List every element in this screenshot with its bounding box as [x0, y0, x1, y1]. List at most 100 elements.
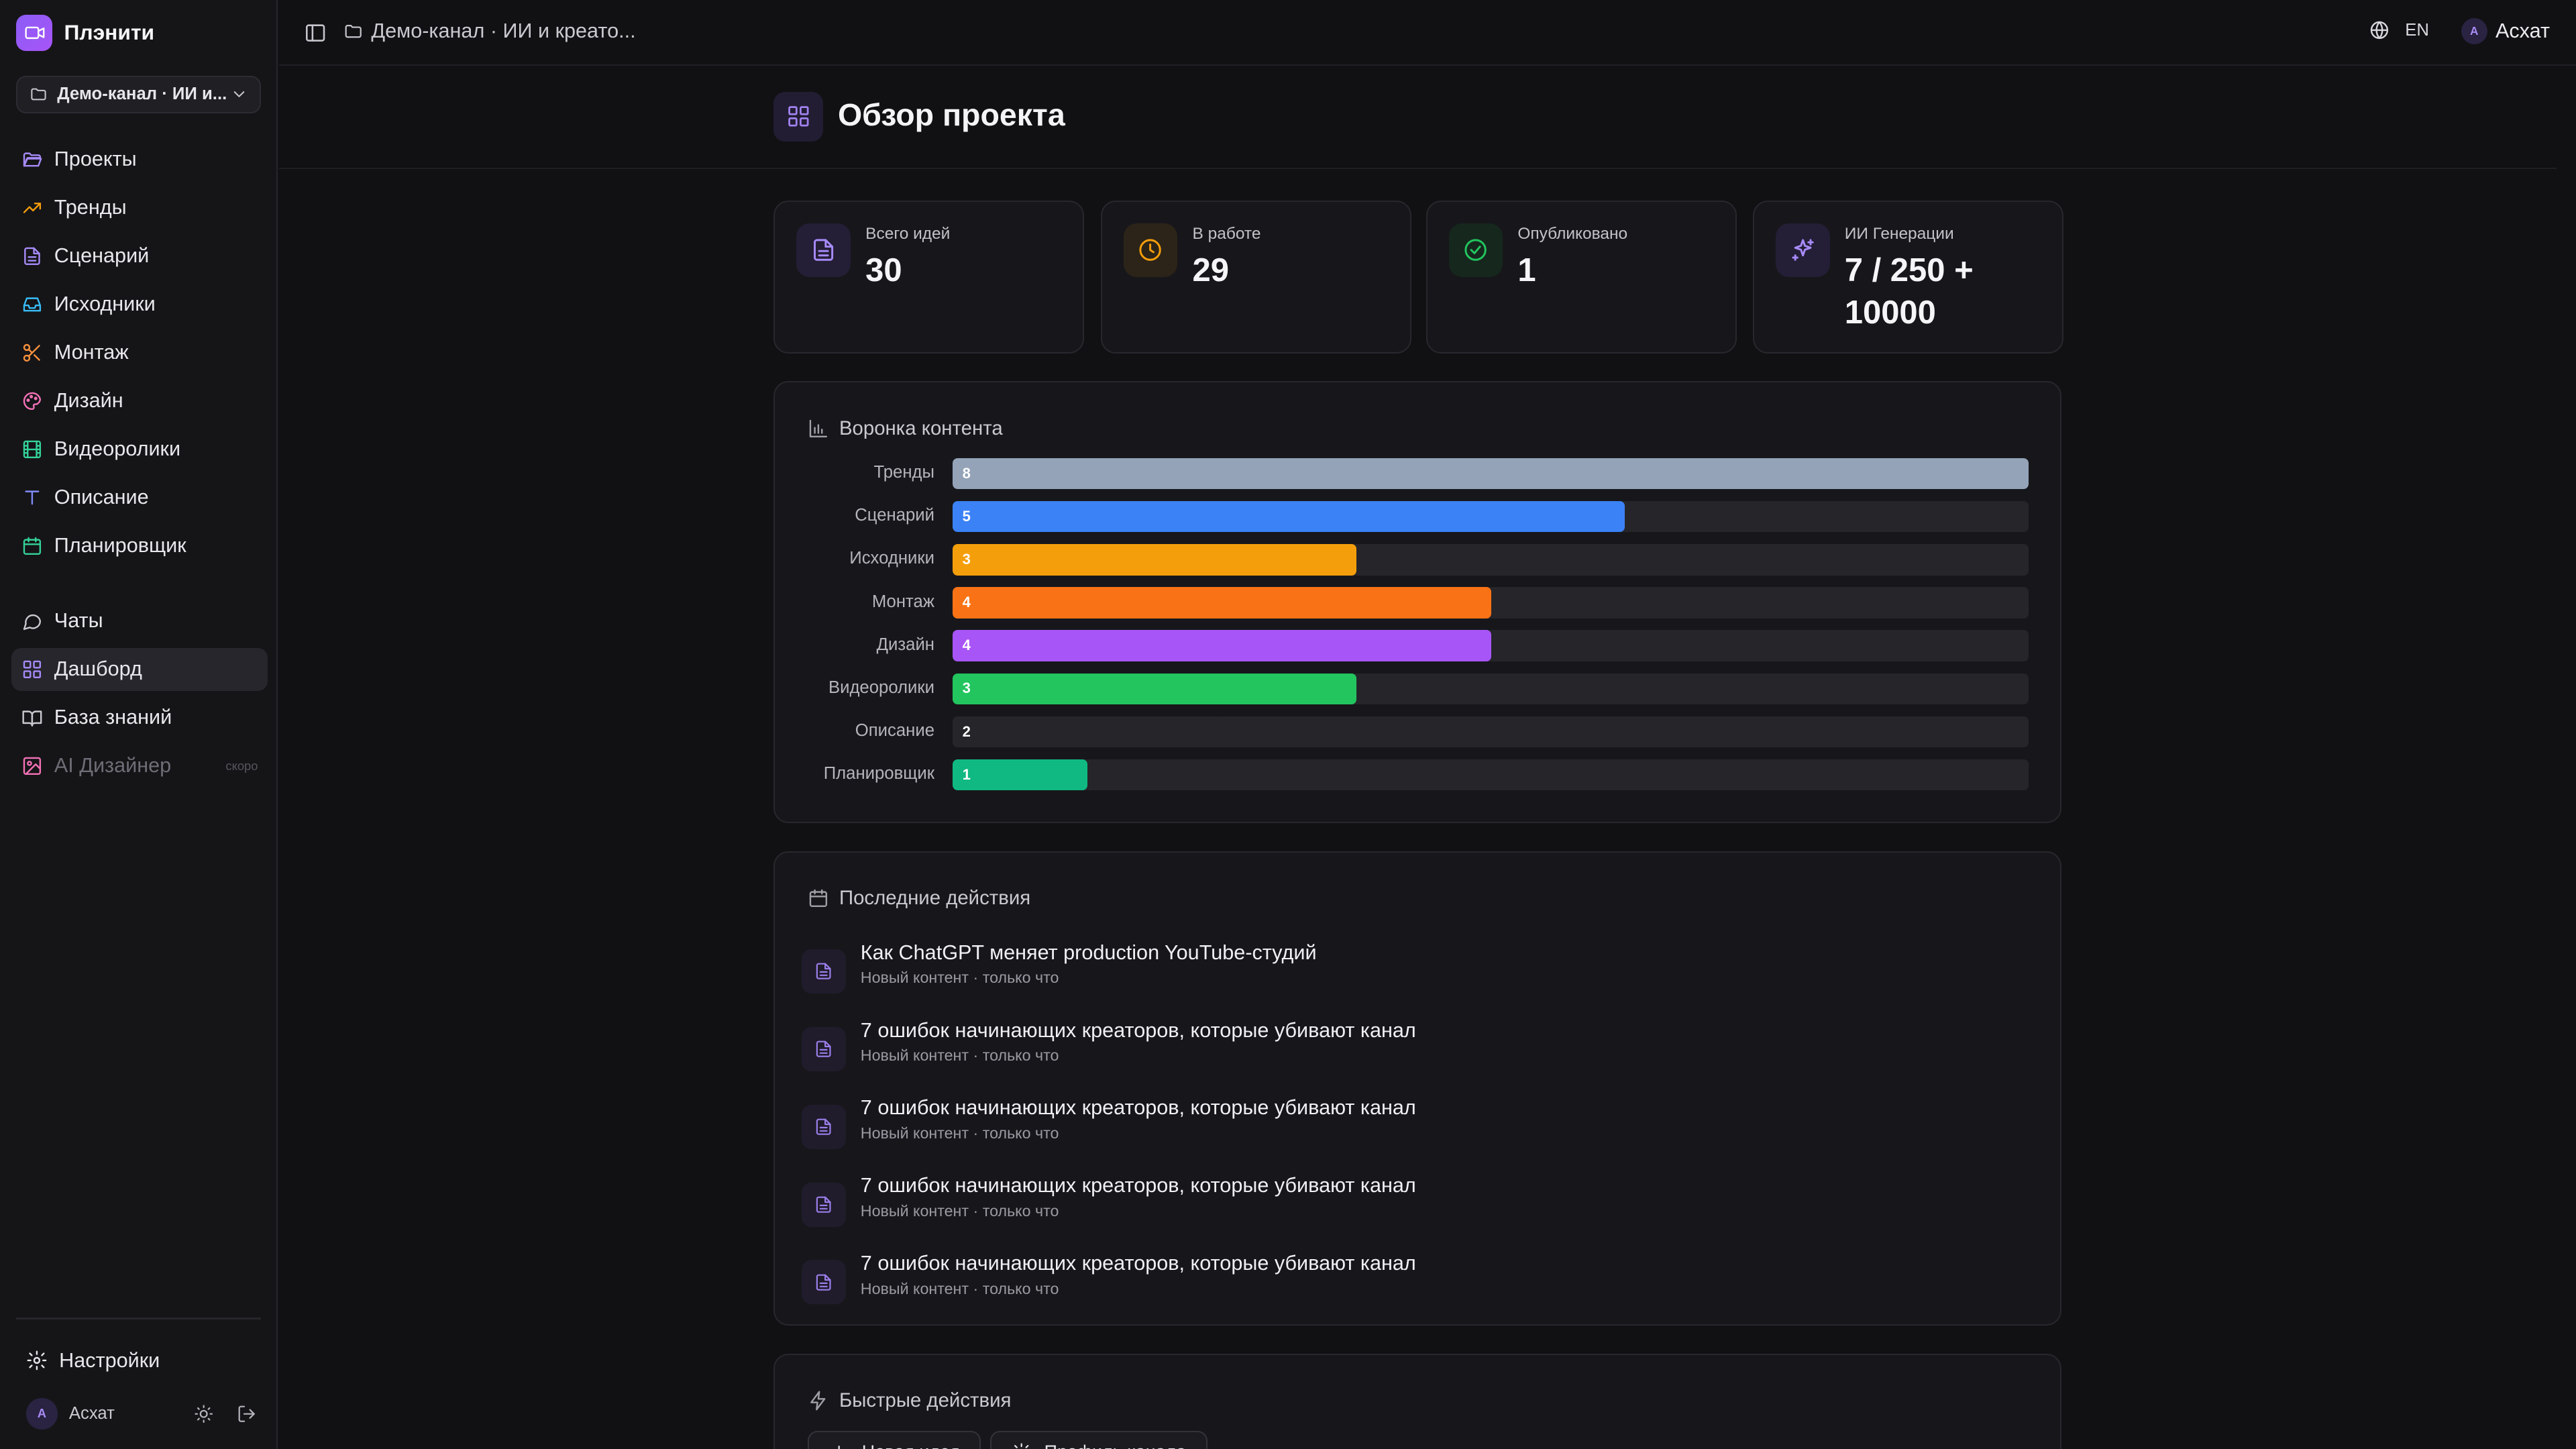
sidebar-item-label: Тренды — [54, 196, 127, 219]
funnel-row: Сценарий 5 — [775, 500, 2061, 533]
activity-title: Последние действия — [839, 886, 1031, 909]
sidebar-item-image[interactable]: AI Дизайнер скоро — [11, 745, 268, 788]
sun-icon[interactable] — [171, 1404, 214, 1424]
bar-chart-icon — [808, 418, 829, 439]
sidebar-item-label: Видеоролики — [54, 437, 181, 460]
stat-label: Всего идей — [865, 225, 951, 244]
funnel-value: 8 — [962, 464, 971, 482]
funnel-bar — [952, 759, 1087, 791]
language-switcher[interactable]: EN — [2369, 19, 2429, 41]
funnel-label: Исходники — [849, 549, 935, 568]
funnel-value: 5 — [962, 507, 971, 525]
sidebar-item-scissors[interactable]: Монтаж — [11, 331, 268, 374]
new-idea-button[interactable]: Новая идея — [808, 1430, 981, 1449]
sidebar-item-label: Сценарий — [54, 244, 150, 267]
funnel-label: Планировщик — [823, 764, 935, 784]
sidebar-item-book-open[interactable]: База знаний — [11, 696, 268, 739]
recent-activity-card: Последние действия Как ChatGPT меняет pr… — [773, 851, 2062, 1326]
sidebar-item-label: Описание — [54, 485, 149, 508]
language-label: EN — [2405, 20, 2429, 40]
sidebar-item-message-circle[interactable]: Чаты — [11, 600, 268, 643]
brand[interactable]: Плэнити — [16, 15, 154, 51]
funnel-row: Монтаж 4 — [775, 587, 2061, 619]
sidebar-item-label: Монтаж — [54, 340, 129, 364]
sidebar-item-trending-up[interactable]: Тренды — [11, 186, 268, 229]
activity-item[interactable]: 7 ошибок начинающих креаторов, которые у… — [801, 1252, 2017, 1318]
sidebar-toggle-icon[interactable] — [304, 21, 327, 44]
calendar-icon — [21, 535, 54, 557]
funnel-value: 4 — [962, 594, 971, 611]
sidebar-item-label: AI Дизайнер — [54, 754, 172, 777]
stat-value: 29 — [1192, 252, 1229, 288]
file-text-icon — [801, 1260, 846, 1305]
sparkles-icon — [1775, 223, 1830, 278]
sidebar-item-label: Исходники — [54, 292, 156, 315]
sidebar-item-film[interactable]: Видеоролики — [11, 428, 268, 471]
activity-title: 7 ошибок начинающих креаторов, которые у… — [860, 1096, 1416, 1120]
funnel-track: 2 — [952, 716, 2029, 748]
sidebar-item-palette[interactable]: Дизайн — [11, 380, 268, 423]
funnel-row: Тренды 8 — [775, 458, 2061, 490]
funnel-bar — [952, 544, 1357, 576]
settings-label: Настройки — [59, 1348, 160, 1372]
project-select[interactable]: Демо-канал · ИИ и... — [16, 75, 262, 113]
stat-card: Всего идей 30 — [773, 200, 1085, 354]
sidebar-item-type[interactable]: Описание — [11, 476, 268, 519]
folder-icon — [343, 21, 363, 41]
activity-header: Последние действия — [808, 887, 1030, 910]
funnel-row: Исходники 3 — [775, 544, 2061, 576]
funnel-label: Описание — [855, 721, 935, 741]
logout-icon[interactable] — [213, 1404, 256, 1424]
channel-profile-button[interactable]: Профиль канала — [990, 1430, 1208, 1449]
project-select-label: Демо-канал · ИИ и... — [57, 85, 227, 104]
sidebar-item-label: База знаний — [54, 706, 172, 729]
activity-title: Как ChatGPT меняет production YouTube-ст… — [860, 941, 1317, 964]
activity-item[interactable]: 7 ошибок начинающих креаторов, которые у… — [801, 1019, 2017, 1085]
type-icon — [21, 487, 54, 508]
funnel-track: 4 — [952, 630, 2029, 661]
channel-profile-label: Профиль канала — [1044, 1442, 1187, 1449]
quick-actions-title: Быстрые действия — [839, 1389, 1012, 1412]
top-header: Демо-канал · ИИ и креато... EN A Асхат — [279, 0, 2576, 66]
sidebar-item-label: Дизайн — [54, 388, 123, 412]
avatar[interactable]: A — [26, 1398, 58, 1430]
chevron-down-icon — [230, 85, 248, 103]
zap-icon — [808, 1390, 829, 1411]
settings-link[interactable]: Настройки — [26, 1349, 160, 1373]
sidebar-item-layout-grid[interactable]: Дашборд — [11, 647, 268, 691]
palette-icon — [21, 390, 54, 412]
activity-item[interactable]: Как ChatGPT меняет production YouTube-ст… — [801, 941, 2017, 1007]
activity-subtitle: Новый контент · только что — [860, 1201, 1059, 1220]
check-circle-icon — [1448, 223, 1503, 278]
funnel-track: 1 — [952, 759, 2029, 791]
funnel-value: 3 — [962, 550, 971, 568]
sidebar-item-file-text[interactable]: Сценарий — [11, 235, 268, 278]
sidebar-item-label: Планировщик — [54, 533, 186, 557]
funnel-value: 4 — [962, 637, 971, 654]
sidebar-item-folder-open[interactable]: Проекты — [11, 138, 268, 181]
new-idea-label: Новая идея — [862, 1442, 960, 1449]
funnel-track: 4 — [952, 587, 2029, 619]
funnel-track: 5 — [952, 500, 2029, 533]
sidebar-item-inbox[interactable]: Исходники — [11, 283, 268, 326]
funnel-bar — [952, 716, 1222, 748]
stat-value: 30 — [865, 252, 902, 288]
clock-icon — [1123, 223, 1178, 278]
funnel-row: Описание 2 — [775, 716, 2061, 748]
file-text-icon — [801, 1104, 846, 1149]
breadcrumb[interactable]: Демо-канал · ИИ и креато... — [343, 19, 636, 43]
header-user-menu[interactable]: A Асхат — [2461, 17, 2550, 45]
sidebar-item-label: Проекты — [54, 148, 137, 171]
activity-item[interactable]: 7 ошибок начинающих креаторов, которые у… — [801, 1174, 2017, 1240]
book-open-icon — [21, 707, 54, 729]
stat-card: В работе 29 — [1100, 200, 1411, 354]
stat-card: Опубликовано 1 — [1426, 200, 1737, 354]
sidebar-item-calendar[interactable]: Планировщик — [11, 525, 268, 568]
activity-subtitle: Новый контент · только что — [860, 969, 1059, 987]
funnel-row: Планировщик 1 — [775, 759, 2061, 791]
video-camera-icon — [16, 15, 53, 51]
sidebar-nav-main: Проекты Тренды Сценарий Исходники Монтаж Диза… — [11, 138, 268, 573]
activity-item[interactable]: 7 ошибок начинающих креаторов, которые у… — [801, 1096, 2017, 1162]
sidebar-item-label: Чаты — [54, 609, 103, 633]
